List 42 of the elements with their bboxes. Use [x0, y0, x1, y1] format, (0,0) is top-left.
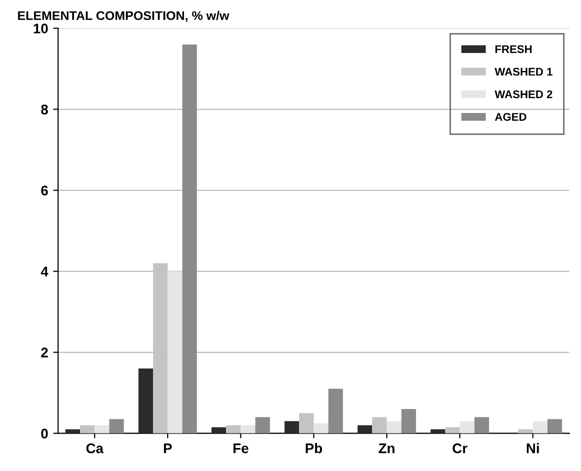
bar	[532, 421, 548, 434]
legend-label: WASHED 1	[494, 68, 552, 76]
bar	[314, 423, 328, 434]
bar	[255, 417, 270, 434]
x-tick-label: P	[164, 444, 172, 454]
legend-label: WASHED 2	[494, 90, 552, 98]
x-tick-label: Pb	[306, 443, 322, 454]
bar	[94, 425, 110, 434]
bar	[109, 419, 124, 434]
bar	[226, 425, 241, 434]
legend-label: AGED	[494, 112, 526, 121]
y-tick-label: 0	[41, 428, 48, 438]
chart-title: ELEMENTAL COMPOSITION, % w/w	[18, 10, 230, 22]
bar	[168, 271, 182, 434]
x-tick-label: Fe	[234, 444, 248, 454]
bar	[182, 44, 197, 434]
bar	[240, 425, 256, 434]
bar	[284, 421, 300, 434]
y-tick-label: 2	[41, 348, 48, 358]
bar	[328, 388, 343, 434]
bar	[474, 417, 490, 434]
bar	[211, 427, 226, 434]
x-tick-label: Ni	[526, 443, 539, 454]
bar	[460, 421, 474, 434]
x-tick-label: Zn	[378, 444, 394, 454]
bar	[138, 368, 154, 434]
bar	[547, 419, 562, 434]
y-tick-label: 10	[34, 24, 48, 34]
bar	[358, 425, 372, 434]
legend-label: FRESH	[495, 45, 532, 54]
x-tick-label: Ca	[86, 443, 104, 454]
bar	[80, 425, 95, 434]
x-tick-label: Cr	[452, 443, 468, 454]
bar	[153, 263, 168, 434]
y-tick-label: 4	[40, 266, 48, 276]
bar	[386, 421, 402, 434]
bar	[372, 417, 387, 434]
y-tick-label: 6	[41, 186, 48, 196]
bar	[299, 413, 314, 434]
y-tick-label: 8	[41, 104, 48, 114]
bar	[445, 427, 460, 434]
bar	[401, 409, 416, 434]
